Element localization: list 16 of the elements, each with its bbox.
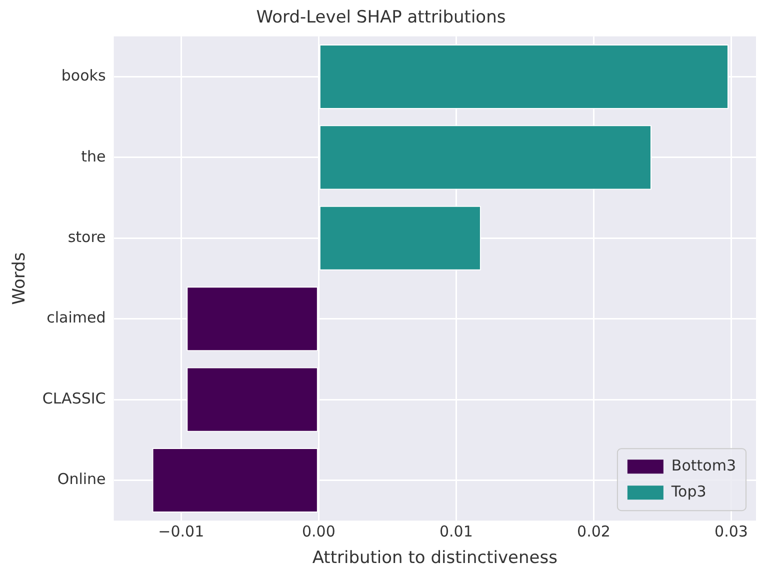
x-tick-label: 0.02 xyxy=(577,522,610,540)
x-tick-label: 0.00 xyxy=(302,522,336,540)
y-tick-label: the xyxy=(81,147,106,166)
x-tick-label: −0.01 xyxy=(158,522,204,540)
y-tick-label: store xyxy=(68,228,106,246)
y-tick-label: CLASSIC xyxy=(42,389,106,408)
y-axis-title: Words xyxy=(10,252,30,305)
legend-label: Bottom3 xyxy=(671,456,736,474)
y-tick-label: claimed xyxy=(46,308,106,327)
x-axis-title: Attribution to distinctiveness xyxy=(312,548,558,568)
y-tick-label: books xyxy=(61,66,106,85)
y-tick-label: Online xyxy=(57,470,106,488)
x-tick-label: 0.03 xyxy=(714,522,748,540)
chart-title: Word-Level SHAP attributions xyxy=(256,8,506,28)
x-tick-label: 0.01 xyxy=(440,522,473,540)
legend-label: Top3 xyxy=(670,482,706,500)
